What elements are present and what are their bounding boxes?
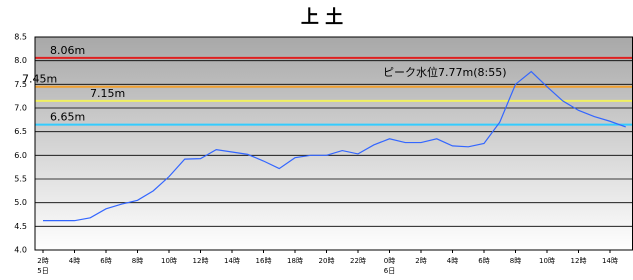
y-tick-label: 7.0 bbox=[14, 104, 27, 113]
reference-label: 7.45m bbox=[22, 73, 57, 86]
x-tick-label: 22時 bbox=[350, 257, 366, 265]
chart-title: 上 土 bbox=[301, 7, 343, 28]
chart: 上 土 ピーク水位7.77m(8:55) 4.0 4.5 5.0 5.5 6.0 6.5 7… bbox=[0, 0, 633, 280]
x-tick-label: 2時 bbox=[415, 257, 426, 265]
reference-label: 7.15m bbox=[90, 87, 125, 100]
x-tick-label: 16時 bbox=[256, 257, 272, 265]
x-tick-label: 8時 bbox=[510, 257, 521, 265]
reference-label: 8.06m bbox=[50, 44, 85, 57]
x-tick-label: 14時 bbox=[602, 257, 618, 265]
annotation: ピーク水位7.77m(8:55) bbox=[383, 65, 507, 79]
x-tick-label: 0時 bbox=[384, 257, 395, 265]
x-tick-label: 4時 bbox=[447, 257, 458, 265]
y-tick-label: 5.5 bbox=[14, 175, 27, 184]
x-tick-label: 20時 bbox=[319, 257, 335, 265]
y-tick-label: 8.5 bbox=[14, 33, 27, 42]
y-tick-label: 4.5 bbox=[14, 222, 27, 231]
x-tick-label: 14時 bbox=[224, 257, 240, 265]
y-tick-label: 5.0 bbox=[14, 198, 27, 207]
y-tick-label: 6.0 bbox=[14, 151, 27, 160]
y-tick-label: 8.0 bbox=[14, 56, 27, 65]
x-tick-label: 12時 bbox=[193, 257, 209, 265]
x-tick-label: 10時 bbox=[161, 257, 177, 265]
x-tick-label: 10時 bbox=[539, 257, 555, 265]
x-tick-label: 8時 bbox=[132, 257, 143, 265]
x-tick-label: 6時 bbox=[100, 257, 111, 265]
reference-label: 6.65m bbox=[50, 111, 85, 124]
x-tick-label: 2時 bbox=[37, 257, 48, 265]
x-tick-label: 6時 bbox=[478, 257, 489, 265]
x-day-label: 5日 bbox=[37, 267, 48, 275]
x-tick-label: 12時 bbox=[571, 257, 587, 265]
x-tick-label: 4時 bbox=[69, 257, 80, 265]
y-tick-label: 6.5 bbox=[14, 127, 27, 136]
x-day-label: 6日 bbox=[384, 267, 395, 275]
y-tick-label: 4.0 bbox=[14, 246, 27, 255]
x-tick-label: 18時 bbox=[287, 257, 303, 265]
plot-area bbox=[35, 37, 633, 250]
